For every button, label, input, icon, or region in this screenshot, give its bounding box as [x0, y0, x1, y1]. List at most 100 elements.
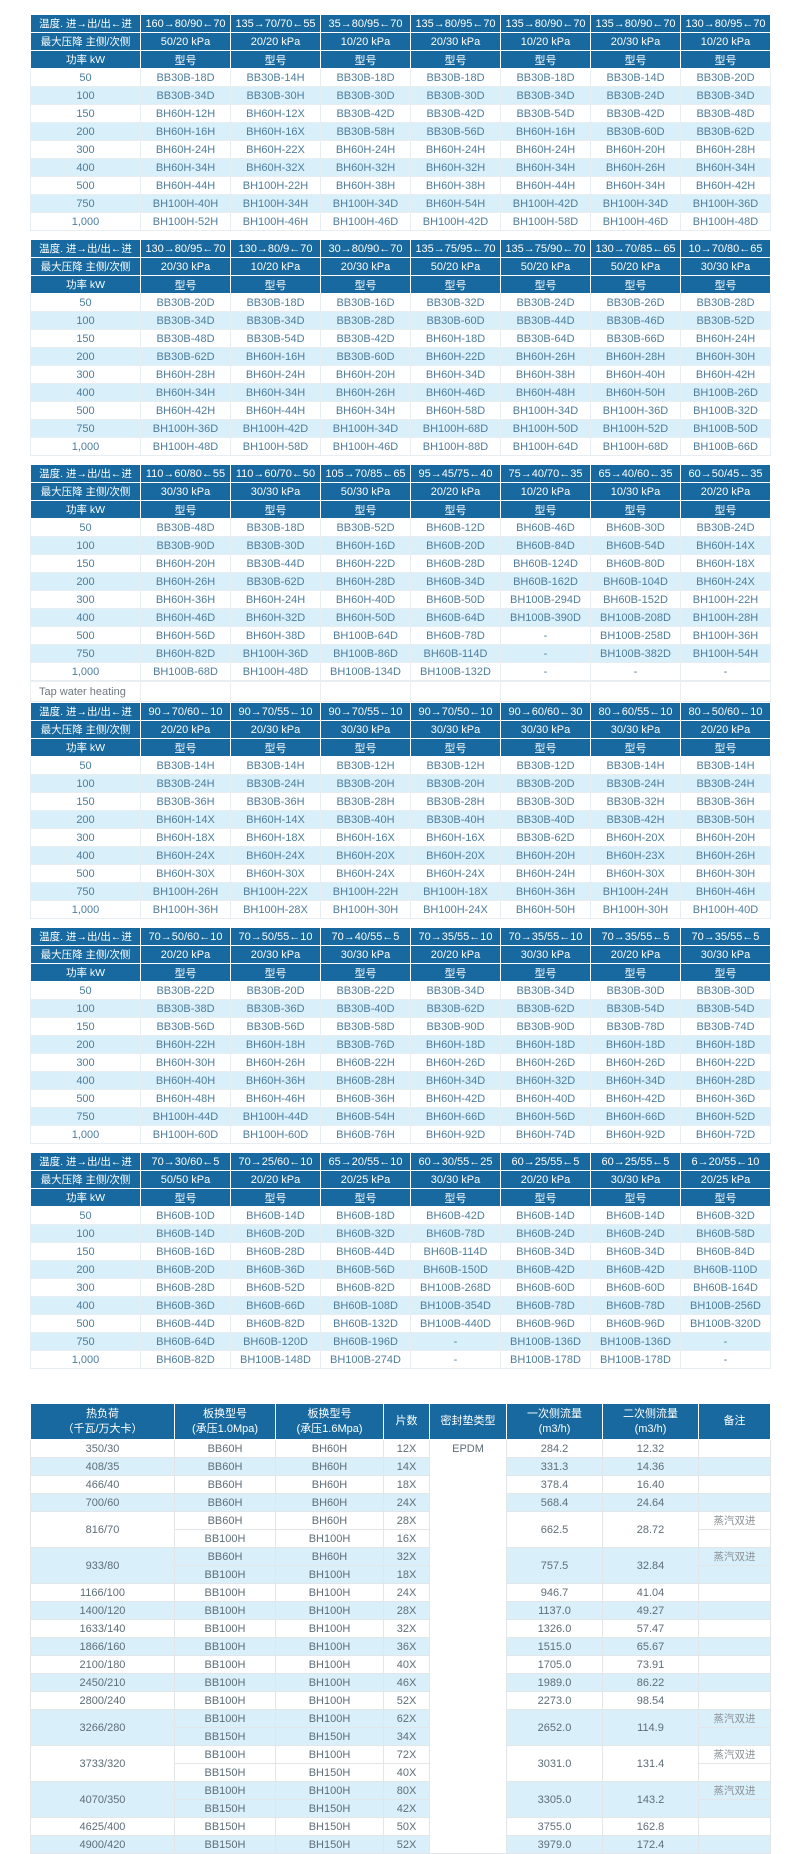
model-1_6mpa-cell: BH100H — [275, 1673, 384, 1692]
model-cell: BB30B-14D — [590, 68, 681, 87]
load-cell: 2100/180 — [30, 1655, 175, 1674]
model-header-label: 型号 — [230, 738, 321, 757]
model-cell: BH60H-38D — [230, 626, 321, 645]
pressure-value: 50/50 kPa — [140, 1170, 231, 1189]
model-cell: BH60H-30H — [140, 1053, 231, 1072]
sizing-row: 408/35 BB60H BH60H 14X 331.3 14.36 — [30, 1457, 771, 1476]
temp-value: 80→50/60←10 — [680, 702, 771, 721]
pressure-value: 10/20 kPa — [680, 32, 771, 51]
model-cell: BH100H-40H — [140, 194, 231, 213]
power-value: 150 — [30, 1017, 141, 1036]
model-cell: BH100H-34D — [320, 194, 411, 213]
model-1_6mpa-cell: BH100H — [275, 1709, 384, 1728]
load-cell: 3266/280 — [30, 1709, 175, 1746]
remark-cell: 蒸汽双进 — [698, 1547, 771, 1566]
model-cell: BB30B-48D — [140, 329, 231, 348]
empty-cell — [410, 681, 501, 702]
load-cell: 4070/350 — [30, 1781, 175, 1818]
secondary-flow-cell: 172.4 — [602, 1835, 699, 1854]
model-header-label: 型号 — [500, 500, 591, 519]
model-1_6mpa-cell: BH150H — [275, 1799, 384, 1818]
power-row-label: 功率 kW — [30, 275, 141, 294]
model-cell: BH60H-34D — [590, 1071, 681, 1090]
selection-table-3: 温度. 进→出/出←进 110→60/80←55 110→60/70←50 105→7… — [30, 464, 771, 681]
secondary-flow-cell: 24.64 — [602, 1493, 699, 1512]
model-cell: BH60B-76H — [320, 1125, 411, 1144]
pressure-value: 20/30 kPa — [320, 257, 411, 276]
model-cell: BH60B-120D — [230, 1332, 321, 1351]
model-header-label: 型号 — [140, 738, 231, 757]
model-cell: BH60H-26H — [230, 1053, 321, 1072]
power-value: 50 — [30, 293, 141, 312]
model-cell: BB30B-60D — [410, 311, 501, 330]
power-value: 750 — [30, 194, 141, 213]
temperature-header-row: 温度. 进→出/出←进 130→80/95←70 130→80/9←70 30→80/… — [30, 239, 771, 258]
sizing-subrow: BB150H BH150H 42X — [31, 1799, 771, 1818]
table-row: 50 BB30B-22D BB30B-20D BB30B-22D BB30B-34D BB… — [30, 981, 771, 1000]
model-cell: BH60H-18X — [230, 828, 321, 847]
sizing-header-cell: 热负荷 （千瓦/万大卡） — [30, 1403, 175, 1440]
pressure-value: 20/20 kPa — [590, 945, 681, 964]
model-cell: BH60H-28D — [320, 572, 411, 591]
power-value: 150 — [30, 1242, 141, 1261]
model-1_6mpa-cell: BH100H — [275, 1583, 384, 1602]
model-cell: BH60H-42H — [680, 176, 771, 195]
model-cell: BH60H-36H — [500, 882, 591, 901]
model-cell: BH100H-46D — [320, 437, 411, 456]
table-row: 50 BH60B-10D BH60B-14D BH60B-18D BH60B-42D BH… — [30, 1206, 771, 1225]
model-cell: BB30B-90D — [500, 1017, 591, 1036]
model-cell: BH60H-18D — [680, 1035, 771, 1054]
model-cell: BB30B-34D — [230, 311, 321, 330]
temp-value: 75→40/70←35 — [500, 464, 591, 483]
pressure-value: 20/30 kPa — [230, 945, 321, 964]
pressure-value: 10/20 kPa — [320, 32, 411, 51]
model-cell: BH60H-32H — [410, 158, 501, 177]
load-cell: 1400/120 — [30, 1601, 175, 1620]
temp-value: 6→20/55←10 — [680, 1152, 771, 1171]
temp-value: 90→70/50←10 — [410, 702, 501, 721]
model-header-label: 型号 — [230, 50, 321, 69]
pressure-value: 50/20 kPa — [140, 32, 231, 51]
model-1_6mpa-cell: BH100H — [275, 1619, 384, 1638]
table-row: 100 BB30B-24H BB30B-24H BB30B-20H BB30B-20H B… — [30, 774, 771, 793]
plates-cell: 32X — [383, 1547, 430, 1566]
temp-value: 35→80/95←70 — [320, 14, 411, 33]
model-1_6mpa-cell: BH100H — [275, 1745, 384, 1764]
remark-cell — [698, 1583, 771, 1602]
model-cell: BH60H-30H — [680, 347, 771, 366]
pressure-row-label: 最大压降 主侧/次侧 — [30, 945, 141, 964]
model-cell: BH100H-22H — [320, 882, 411, 901]
power-value: 1,000 — [30, 212, 141, 231]
model-cell: BH100H-36D — [230, 644, 321, 663]
model-cell: BH60B-104D — [590, 572, 681, 591]
model-cell: BH60H-18X — [140, 828, 231, 847]
pressure-value: 30/30 kPa — [590, 1170, 681, 1189]
model-cell: BH100H-36D — [140, 419, 231, 438]
model-cell: BH60B-32D — [680, 1206, 771, 1225]
model-cell: BH60B-34D — [410, 572, 501, 591]
plates-cell: 32X — [383, 1619, 430, 1638]
model-cell: BH60H-40D — [500, 1089, 591, 1108]
power-value: 50 — [30, 756, 141, 775]
temp-value: 135→70/70←55 — [230, 14, 321, 33]
plates-cell: 46X — [383, 1673, 430, 1692]
model-header-label: 型号 — [140, 275, 231, 294]
temp-value: 90→70/55←10 — [230, 702, 321, 721]
table-row: 200 BH60H-16H BH60H-16X BB30B-58H BB30B-56D B… — [30, 122, 771, 141]
temp-row-label: 温度. 进→出/出←进 — [30, 927, 141, 946]
table-row: 300 BH60H-18X BH60H-18X BH60H-16X BH60H-16X B… — [30, 828, 771, 847]
table-row: 1,000 BH100H-48D BH100H-58D BH100H-46D BH100… — [30, 437, 771, 456]
load-cell: 1866/160 — [30, 1637, 175, 1656]
model-cell: BH100H-68D — [590, 437, 681, 456]
model-cell: BH60H-28H — [140, 365, 231, 384]
remark-cell — [698, 1601, 771, 1620]
model-cell: BB30B-12H — [410, 756, 501, 775]
sizing-header-cell: 板换型号 (承压1.6Mpa) — [275, 1403, 384, 1440]
model-cell: BB30B-44D — [230, 554, 321, 573]
model-cell: BH100H-42D — [230, 419, 321, 438]
power-value: 50 — [30, 68, 141, 87]
selection-table-4: 温度. 进→出/出←进 90→70/60←10 90→70/55←10 90→70/5… — [30, 702, 771, 919]
pressure-value: 50/20 kPa — [590, 257, 681, 276]
model-header-label: 型号 — [320, 50, 411, 69]
remark-cell — [698, 1763, 771, 1782]
